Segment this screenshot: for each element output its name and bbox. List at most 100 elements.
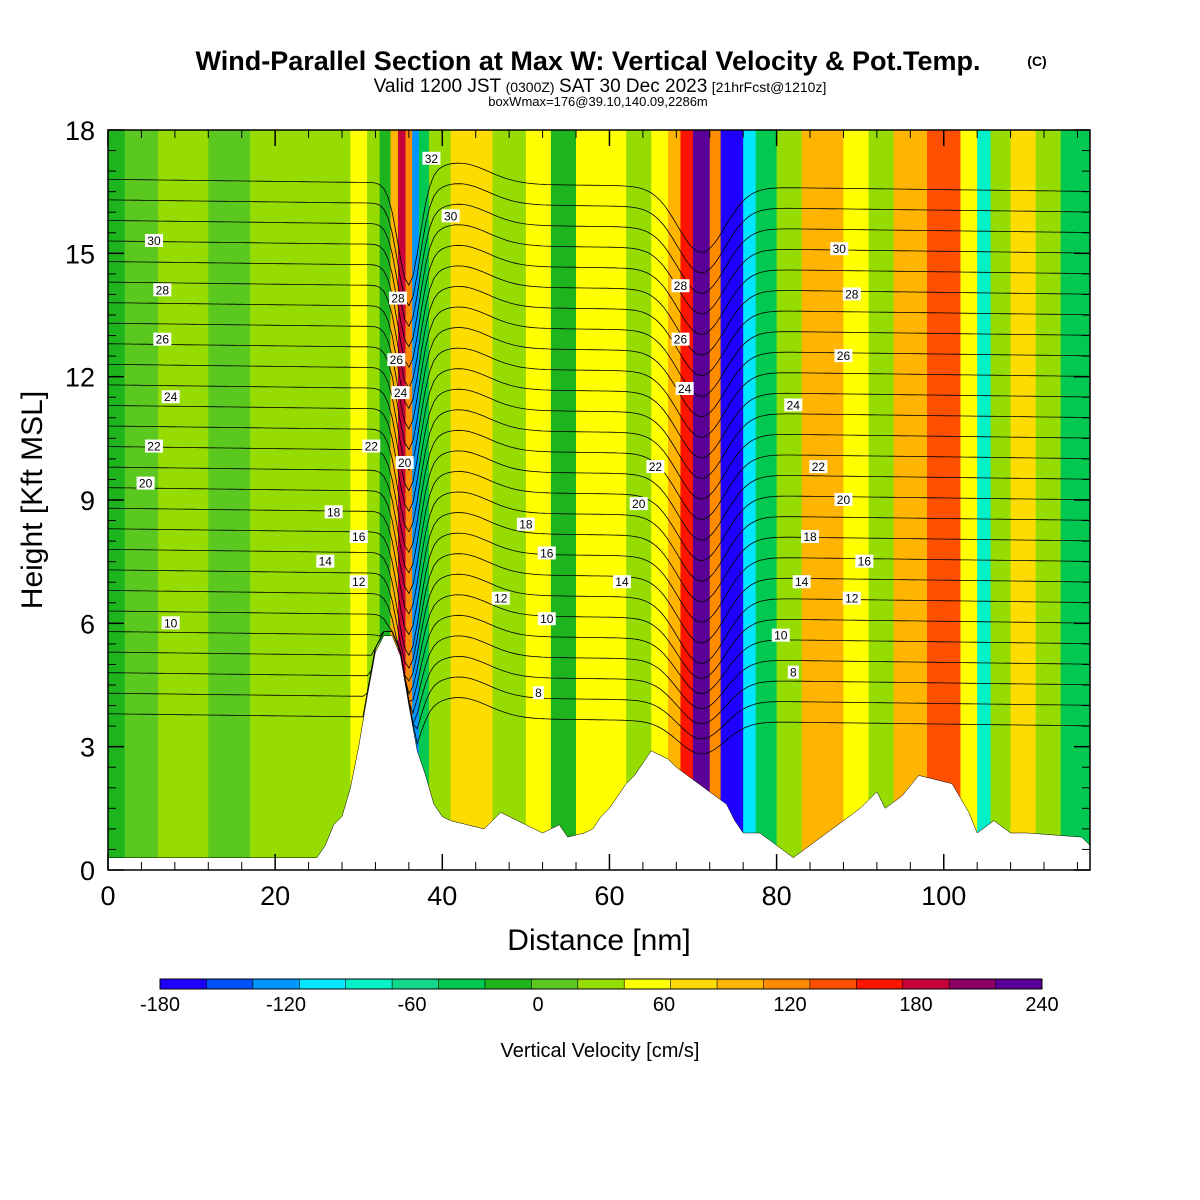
contour-label-box bbox=[316, 554, 335, 568]
theta-contour bbox=[108, 224, 1090, 348]
theta-contour bbox=[108, 573, 1090, 682]
contour-label-text: 16 bbox=[540, 546, 554, 560]
theta-contour bbox=[108, 631, 1090, 755]
velocity-cell bbox=[124, 130, 159, 870]
contour-label: 24 bbox=[675, 382, 694, 396]
colorbar-label: Vertical Velocity [cm/s] bbox=[501, 1040, 700, 1062]
velocity-cell bbox=[1035, 130, 1062, 870]
contour-label-text: 24 bbox=[678, 382, 692, 396]
velocity-cell bbox=[208, 130, 251, 870]
contour-label-box bbox=[671, 279, 690, 293]
theta-contour bbox=[108, 244, 1090, 369]
contour-label: 28 bbox=[153, 283, 172, 297]
contour-label: 22 bbox=[646, 460, 665, 474]
contour-label-box bbox=[491, 591, 510, 605]
colorbar-swatch bbox=[902, 979, 950, 989]
contour-label-box bbox=[349, 575, 368, 589]
contour-label: 18 bbox=[516, 517, 535, 532]
forecast-info: [21hrFcst@1210z] bbox=[712, 79, 827, 95]
contour-label: 26 bbox=[834, 349, 853, 363]
contour-label-text: 30 bbox=[833, 242, 847, 256]
contour-label: 30 bbox=[144, 234, 163, 248]
y-tick-label: 18 bbox=[65, 116, 95, 146]
velocity-cell bbox=[300, 130, 351, 870]
velocity-cell bbox=[960, 130, 978, 870]
contour-label-text: 10 bbox=[540, 612, 554, 626]
contour-label: 14 bbox=[316, 554, 335, 569]
contour-label-box bbox=[136, 476, 155, 490]
velocity-cell bbox=[709, 130, 722, 870]
contour-label: 28 bbox=[389, 291, 408, 306]
contour-label-text: 8 bbox=[790, 666, 797, 680]
colorbar-tick-label: 60 bbox=[653, 994, 675, 1016]
contour-label: 32 bbox=[422, 151, 441, 166]
contour-label-box bbox=[792, 575, 811, 589]
contour-label-text: 14 bbox=[795, 575, 809, 589]
x-tick-label: 60 bbox=[594, 881, 624, 911]
contour-label: 28 bbox=[671, 279, 690, 293]
contour-label: 20 bbox=[834, 493, 853, 507]
valid-time-line: Valid 1200 JST (0300Z) SAT 30 Dec 2023 [… bbox=[374, 76, 827, 97]
colorbar-tick-label: 0 bbox=[532, 994, 543, 1016]
theta-contours bbox=[108, 162, 1090, 755]
velocity-shading bbox=[108, 130, 1090, 870]
colorbar: -180 -120 -60 0 60 120 180 240 bbox=[140, 978, 1059, 1016]
contour-label-text: 18 bbox=[519, 518, 533, 532]
colorbar-swatch bbox=[160, 979, 207, 989]
contour-label-text: 28 bbox=[674, 279, 688, 293]
colorbar-tick-label: 240 bbox=[1025, 994, 1058, 1016]
contour-label-text: 26 bbox=[156, 333, 170, 347]
contour-label-text: 18 bbox=[803, 530, 817, 544]
colorbar-swatch bbox=[252, 979, 300, 989]
velocity-cell bbox=[390, 130, 399, 870]
contour-label-box bbox=[842, 591, 861, 605]
velocity-cell bbox=[743, 130, 757, 870]
contour-label: 12 bbox=[491, 591, 510, 606]
contour-label: 20 bbox=[629, 497, 648, 511]
velocity-cell bbox=[412, 130, 420, 870]
contour-label-text: 10 bbox=[164, 616, 178, 630]
contour-label: 18 bbox=[324, 505, 343, 519]
contour-label-text: 26 bbox=[390, 353, 404, 367]
contour-label: 12 bbox=[349, 575, 368, 589]
contour-label-text: 20 bbox=[632, 497, 646, 511]
velocity-cell bbox=[398, 130, 407, 870]
y-tick-label: 12 bbox=[65, 363, 95, 393]
contour-label: 8 bbox=[532, 686, 544, 700]
contour-label-box bbox=[422, 151, 441, 165]
contour-label-box bbox=[395, 456, 414, 469]
contour-label-box bbox=[153, 283, 172, 297]
contour-label: 20 bbox=[395, 456, 414, 470]
velocity-cell bbox=[667, 130, 681, 870]
contour-label-text: 28 bbox=[391, 292, 405, 306]
velocity-cell bbox=[576, 130, 627, 870]
contour-label-box bbox=[671, 332, 690, 346]
axes: 0 20 40 60 80 100 0 3 6 9 12 15 18 bbox=[65, 116, 1090, 911]
contour-label: 10 bbox=[771, 628, 790, 643]
contour-label-text: 24 bbox=[164, 390, 178, 404]
contour-label-box bbox=[144, 439, 163, 453]
title-block: Wind-Parallel Section at Max W: Vertical… bbox=[196, 46, 1047, 109]
terrain bbox=[108, 635, 1090, 870]
theta-contour bbox=[108, 409, 1090, 533]
velocity-cell bbox=[550, 130, 577, 870]
theta-contour bbox=[108, 388, 1090, 513]
y-axis-label: Height [Kft MSL] bbox=[16, 391, 49, 609]
velocity-cell bbox=[776, 130, 803, 870]
theta-contour bbox=[108, 631, 1090, 740]
contour-label-box bbox=[349, 530, 368, 543]
contour-label-text: 10 bbox=[774, 629, 788, 643]
contour-label-text: 28 bbox=[156, 283, 170, 297]
contour-labels: 32 30 30 28 28 26 26 24 24 22 22 20 20 18 16 14 12 10 18 16… bbox=[136, 151, 874, 700]
contour-label: 10 bbox=[537, 612, 556, 626]
chart-title: Wind-Parallel Section at Max W: Vertical… bbox=[196, 46, 981, 76]
theta-contour bbox=[108, 532, 1090, 656]
contour-label-box bbox=[532, 686, 544, 700]
colorbar-swatch bbox=[717, 979, 764, 989]
contour-label-box bbox=[161, 616, 180, 630]
copyright-mark: (C) bbox=[1027, 53, 1046, 69]
contour-label: 26 bbox=[153, 332, 172, 347]
contour-label-text: 22 bbox=[649, 460, 663, 474]
x-tick-label: 80 bbox=[762, 881, 792, 911]
x-axis-label: Distance [nm] bbox=[507, 924, 690, 957]
